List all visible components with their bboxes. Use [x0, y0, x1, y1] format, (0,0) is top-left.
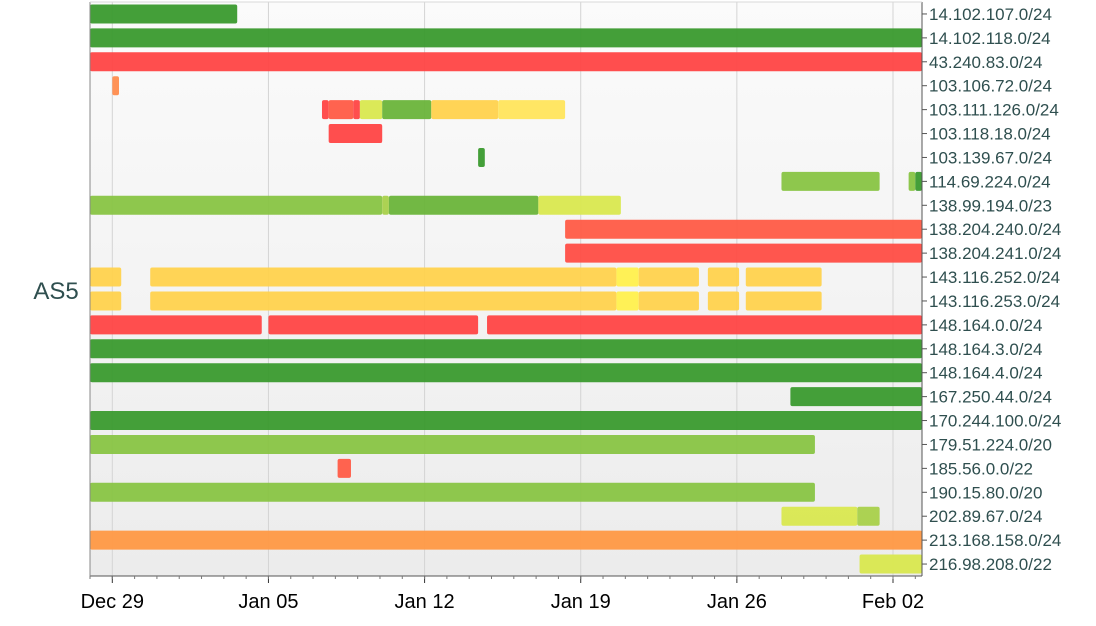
- timeline-bar[interactable]: [150, 267, 617, 287]
- timeline-bar[interactable]: [707, 267, 740, 287]
- prefix-label: 138.204.240.0/24: [929, 220, 1061, 239]
- timeline-bar[interactable]: [478, 147, 485, 167]
- prefix-label: 14.102.107.0/24: [929, 5, 1052, 24]
- plot-background: [90, 2, 922, 576]
- timeline-bar[interactable]: [616, 267, 639, 287]
- prefix-label: 213.168.158.0/24: [929, 531, 1061, 550]
- timeline-bar[interactable]: [565, 243, 922, 263]
- timeline-bar[interactable]: [859, 554, 922, 574]
- prefix-label: 179.51.224.0/20: [929, 435, 1052, 454]
- timeline-bar[interactable]: [90, 28, 922, 48]
- timeline-bar[interactable]: [382, 100, 432, 120]
- prefix-label: 143.116.252.0/24: [929, 268, 1060, 287]
- timeline-bar[interactable]: [90, 482, 815, 502]
- timeline-bar[interactable]: [616, 291, 639, 311]
- prefix-label: 148.164.0.0/24: [929, 316, 1042, 335]
- timeline-bar[interactable]: [498, 100, 566, 120]
- x-tick-label: Jan 19: [551, 591, 611, 613]
- timeline-bar[interactable]: [90, 267, 122, 287]
- prefix-label: 103.111.126.0/24: [929, 101, 1059, 120]
- xtick-layer: Dec 29 Jan 05 Jan 12 Jan 19 Jan 26 Feb 02: [81, 576, 924, 613]
- prefix-label: 216.98.208.0/22: [929, 555, 1052, 574]
- timeline-bar[interactable]: [337, 458, 351, 478]
- x-tick-label: Jan 26: [707, 591, 767, 613]
- timeline-bar[interactable]: [638, 291, 699, 311]
- bar-layer: [90, 4, 922, 574]
- timeline-bar[interactable]: [90, 315, 262, 335]
- timeline-bar[interactable]: [565, 219, 922, 239]
- timeline-bar[interactable]: [90, 411, 922, 431]
- x-tick-label: Dec 29: [81, 591, 144, 613]
- timeline-bar[interactable]: [90, 4, 238, 24]
- x-tick-label: Jan 12: [395, 591, 455, 613]
- timeline-bar[interactable]: [150, 291, 617, 311]
- timeline-bar[interactable]: [388, 195, 539, 215]
- label-layer: 14.102.107.0/24 14.102.118.0/24 43.240.83.…: [922, 5, 1061, 574]
- timeline-bar[interactable]: [745, 291, 822, 311]
- timeline-bar[interactable]: [382, 195, 389, 215]
- prefix-label: 138.99.194.0/23: [929, 196, 1052, 215]
- timeline-bar[interactable]: [328, 100, 354, 120]
- timeline-bar[interactable]: [268, 315, 479, 335]
- timeline-bar[interactable]: [638, 267, 699, 287]
- axis-layer: [89, 1, 923, 577]
- prefix-label: 148.164.4.0/24: [929, 364, 1042, 383]
- grid-layer: [111, 2, 894, 576]
- prefix-label: 143.116.253.0/24: [929, 292, 1060, 311]
- timeline-bar[interactable]: [90, 339, 922, 359]
- prefix-label: 185.56.0.0/22: [929, 459, 1033, 478]
- timeline-bar[interactable]: [487, 315, 922, 335]
- timeline-bar[interactable]: [431, 100, 499, 120]
- prefix-label: 114.69.224.0/24: [929, 172, 1051, 191]
- timeline-bar[interactable]: [745, 267, 822, 287]
- timeline-bar[interactable]: [90, 434, 815, 454]
- prefix-label: 43.240.83.0/24: [929, 53, 1042, 72]
- timeline-bar[interactable]: [90, 195, 383, 215]
- timeline-bar[interactable]: [90, 363, 922, 383]
- timeline-bar[interactable]: [908, 171, 916, 191]
- prefix-label: 138.204.241.0/24: [929, 244, 1061, 263]
- prefix-label: 103.118.18.0/24: [929, 125, 1051, 144]
- prefix-label: 170.244.100.0/24: [929, 412, 1061, 431]
- prefix-label: 190.15.80.0/20: [929, 483, 1042, 502]
- x-tick-label: Jan 05: [238, 591, 298, 613]
- prefix-label: 103.106.72.0/24: [929, 77, 1052, 96]
- timeline-bar[interactable]: [359, 100, 383, 120]
- timeline-bar[interactable]: [90, 291, 122, 311]
- prefix-label: 14.102.118.0/24: [929, 29, 1051, 48]
- timeline-bar[interactable]: [707, 291, 740, 311]
- x-tick-label: Feb 02: [862, 591, 924, 613]
- timeline-bar[interactable]: [790, 387, 922, 407]
- y-axis-label: AS5: [33, 278, 78, 305]
- timeline-bar[interactable]: [538, 195, 621, 215]
- timeline-bar[interactable]: [90, 52, 922, 72]
- timeline-bar[interactable]: [112, 76, 119, 96]
- timeline-bar[interactable]: [321, 100, 329, 120]
- prefix-label: 148.164.3.0/24: [929, 340, 1042, 359]
- timeline-bar[interactable]: [781, 171, 880, 191]
- timeline-bar[interactable]: [915, 171, 922, 191]
- timeline-bar[interactable]: [353, 100, 360, 120]
- timeline-bar[interactable]: [781, 506, 858, 526]
- prefix-label: 202.89.67.0/24: [929, 507, 1042, 526]
- prefix-label: 167.250.44.0/24: [929, 388, 1052, 407]
- timeline-bar[interactable]: [857, 506, 880, 526]
- prefix-label: 103.139.67.0/24: [929, 148, 1052, 167]
- timeline-bar[interactable]: [90, 530, 922, 550]
- timeline-bar[interactable]: [328, 124, 383, 144]
